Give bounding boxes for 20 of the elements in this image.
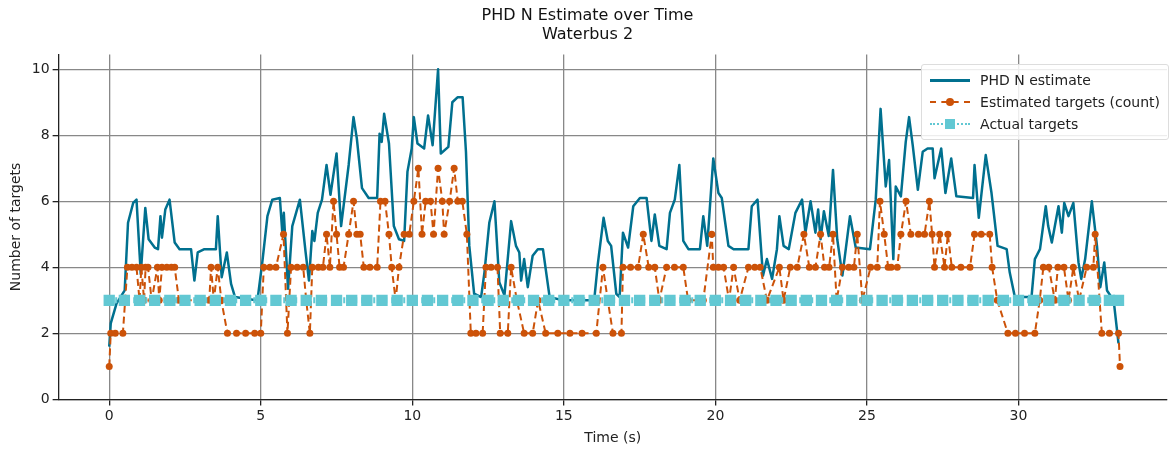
x-tick-label: 20 [706, 407, 725, 424]
y-tick-label: 2 [40, 324, 50, 341]
x-axis-title: Time (s) [583, 429, 642, 446]
y-tick-label: 0 [40, 390, 50, 407]
x-tick-label: 25 [858, 407, 876, 424]
chart-title: PHD N Estimate over Time [481, 4, 694, 24]
chart-subtitle: Waterbus 2 [541, 23, 634, 43]
x-tick-label: 5 [256, 407, 266, 424]
x-tick-label: 10 [403, 407, 422, 424]
x-tick-label: 30 [1009, 407, 1028, 424]
y-tick-label: 8 [40, 125, 50, 142]
y-tick-label: 4 [40, 257, 50, 274]
y-axis-title: Number of targets [7, 162, 24, 292]
y-tick-label: 6 [40, 191, 50, 208]
legend-label: PHD N estimate [980, 72, 1091, 88]
x-tick-label: 15 [554, 407, 573, 424]
y-tick-label: 10 [31, 59, 50, 76]
x-tick-label: 0 [104, 407, 114, 424]
legend-label: Estimated targets (count) [980, 94, 1160, 110]
legend-label: Actual targets [980, 116, 1079, 132]
